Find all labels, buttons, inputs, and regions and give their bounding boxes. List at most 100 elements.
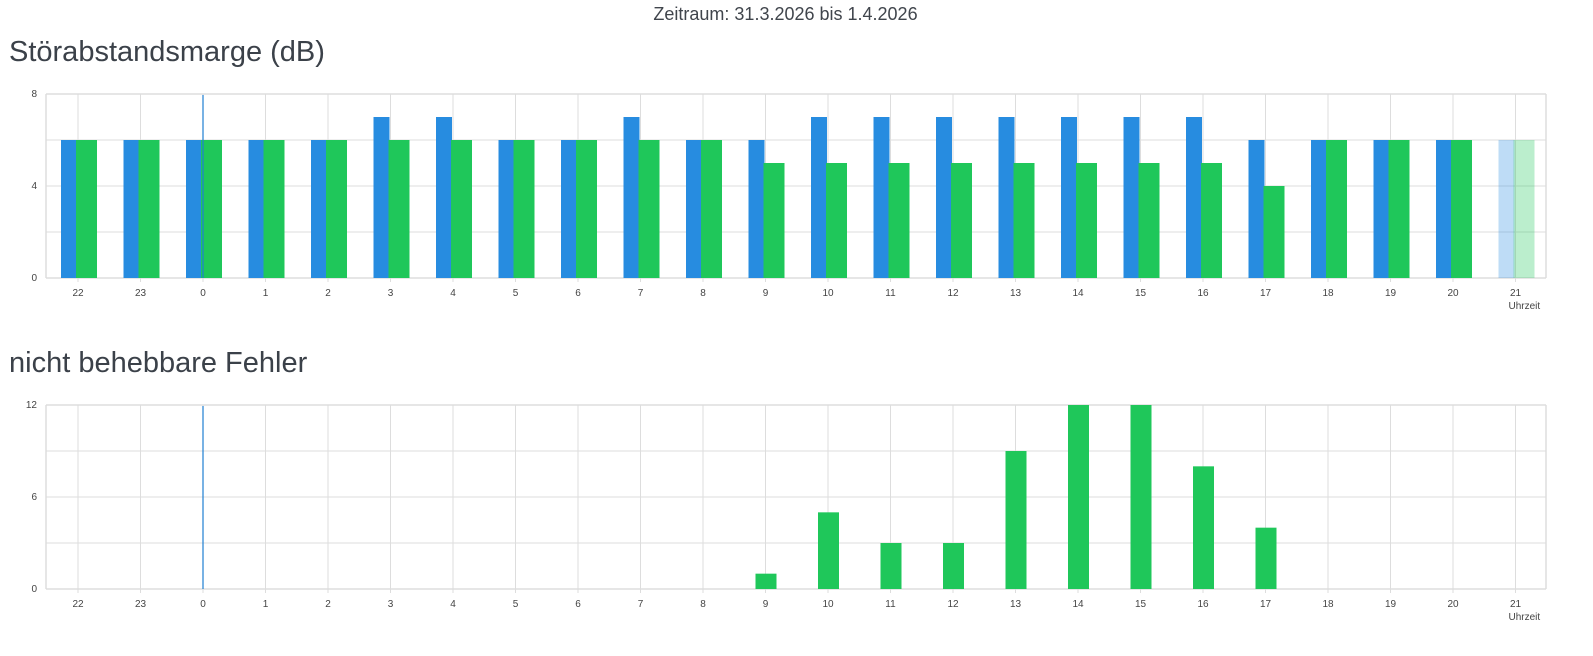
bar-series-1[interactable] [818,512,839,589]
x-tick-label: 22 [72,599,84,610]
bar-series-2[interactable] [1388,140,1410,278]
x-tick-label: 16 [1197,599,1209,610]
bar-series-1[interactable] [248,140,265,278]
y-tick-label: 12 [26,400,38,411]
x-tick-label: 17 [1260,599,1272,610]
x-tick-label: 2 [325,599,331,610]
snr-margin-chart-svg: 22 23 0 1 2 3 4 5 6 7 8 9 10 11 12 13 14 15 16 17 18 19 20 21Uh… [31,89,1547,312]
bar-series-1[interactable] [61,140,77,278]
bar-series-1[interactable] [561,140,577,278]
x-tick-label: 0 [200,599,206,610]
bar-series-1[interactable] [748,140,765,278]
period-label: Zeitraum: 31.3.2026 bis 1.4.2026 [653,4,918,24]
x-tick-label: 8 [700,288,706,299]
bar-series-1[interactable] [311,140,327,278]
bar-series-2[interactable] [1076,163,1097,278]
x-tick-label: 3 [388,599,394,610]
bar-series-1[interactable] [1005,451,1027,589]
bar-series-2[interactable] [1138,163,1160,278]
bar-series-2[interactable] [263,140,285,278]
x-tick-label: 7 [638,288,644,299]
x-tick-label: 23 [135,288,147,299]
bar-series-1[interactable] [1498,140,1515,278]
bar-series-1[interactable] [943,543,964,589]
x-tick-label: 8 [700,599,706,610]
bar-series-1[interactable] [1186,117,1202,278]
x-tick-label: 16 [1197,288,1209,299]
x-tick-label: 4 [450,599,456,610]
x-tick-label: 5 [513,599,519,610]
x-tick-label: 12 [947,288,959,299]
bar-series-2[interactable] [76,140,97,278]
y-tick-label: 6 [31,492,37,503]
bar-series-2[interactable] [1201,163,1222,278]
bar-series-2[interactable] [638,140,660,278]
x-tick-label: 5 [513,288,519,299]
x-tick-label: 11 [885,599,896,610]
bar-series-2[interactable] [201,140,222,278]
bar-series-1[interactable] [1123,117,1140,278]
bar-series-1[interactable] [1311,140,1327,278]
chart-title-uncorrectable-errors: nicht behebbare Fehler [9,347,308,379]
x-tick-label: 15 [1135,599,1147,610]
bar-series-1[interactable] [936,117,952,278]
bar-series-2[interactable] [1263,186,1285,278]
bar-series-1[interactable] [498,140,515,278]
bar-series-1[interactable] [998,117,1015,278]
uncorrectable-errors-chart-svg: 22 23 0 1 2 3 4 5 6 7 8 9 10 11 12 13 14 15 16 17 18 19 20 21Uh… [26,400,1547,623]
bar-series-2[interactable] [326,140,347,278]
x-tick-label: 21 [1510,599,1522,610]
x-tick-label: 1 [263,599,269,610]
bar-series-1[interactable] [811,117,827,278]
bar-series-2[interactable] [1013,163,1035,278]
x-tick-label: 9 [763,288,769,299]
x-tick-label: 4 [450,288,456,299]
bar-series-2[interactable] [1326,140,1347,278]
x-tick-label: 6 [575,288,581,299]
bar-series-2[interactable] [1451,140,1472,278]
bar-series-1[interactable] [755,573,777,589]
snr-margin-chart: 22 23 0 1 2 3 4 5 6 7 8 9 10 11 12 13 14 15 16 17 18 19 20 21 Uh… [0,84,1593,319]
bar-series-2[interactable] [388,140,410,278]
x-tick-label: 13 [1010,288,1022,299]
bar-series-1[interactable] [873,117,890,278]
bar-series-2[interactable] [888,163,910,278]
bar-series-2[interactable] [576,140,597,278]
x-tick-label: 3 [388,288,394,299]
y-tick-label: 8 [31,89,37,100]
bar-series-2[interactable] [1513,140,1535,278]
bar-series-1[interactable] [1255,527,1277,589]
bar-series-1[interactable] [373,117,390,278]
bar-series-2[interactable] [513,140,535,278]
bar-series-2[interactable] [951,163,972,278]
bar-series-1[interactable] [1061,117,1077,278]
x-tick-label: 17 [1260,288,1272,299]
bar-series-1[interactable] [1436,140,1452,278]
bar-series-1[interactable] [436,117,452,278]
x-tick-label: 13 [1010,599,1022,610]
x-tick-label: 18 [1322,288,1334,299]
bar-series-2[interactable] [826,163,847,278]
bar-series-1[interactable] [1373,140,1390,278]
bar-series-1[interactable] [686,140,702,278]
x-tick-label: 19 [1385,599,1397,610]
bar-series-2[interactable] [701,140,722,278]
x-tick-label: 0 [200,288,206,299]
bar-series-2[interactable] [138,140,160,278]
x-tick-label: 6 [575,599,581,610]
bar-series-1[interactable] [1130,405,1152,589]
bar-series-2[interactable] [763,163,785,278]
x-tick-label: 15 [1135,288,1147,299]
bar-series-1[interactable] [1068,405,1089,589]
bar-series-1[interactable] [1248,140,1265,278]
bar-series-1[interactable] [186,140,202,278]
bar-series-1[interactable] [1193,466,1214,589]
bar-series-1[interactable] [123,140,140,278]
x-tick-label: 23 [135,599,147,610]
y-tick-label: 0 [31,584,37,595]
bar-series-1[interactable] [623,117,640,278]
bar-series-1[interactable] [880,543,902,589]
x-axis-title: Uhrzeit [1509,612,1541,623]
x-tick-label: 1 [263,288,269,299]
bar-series-2[interactable] [451,140,472,278]
